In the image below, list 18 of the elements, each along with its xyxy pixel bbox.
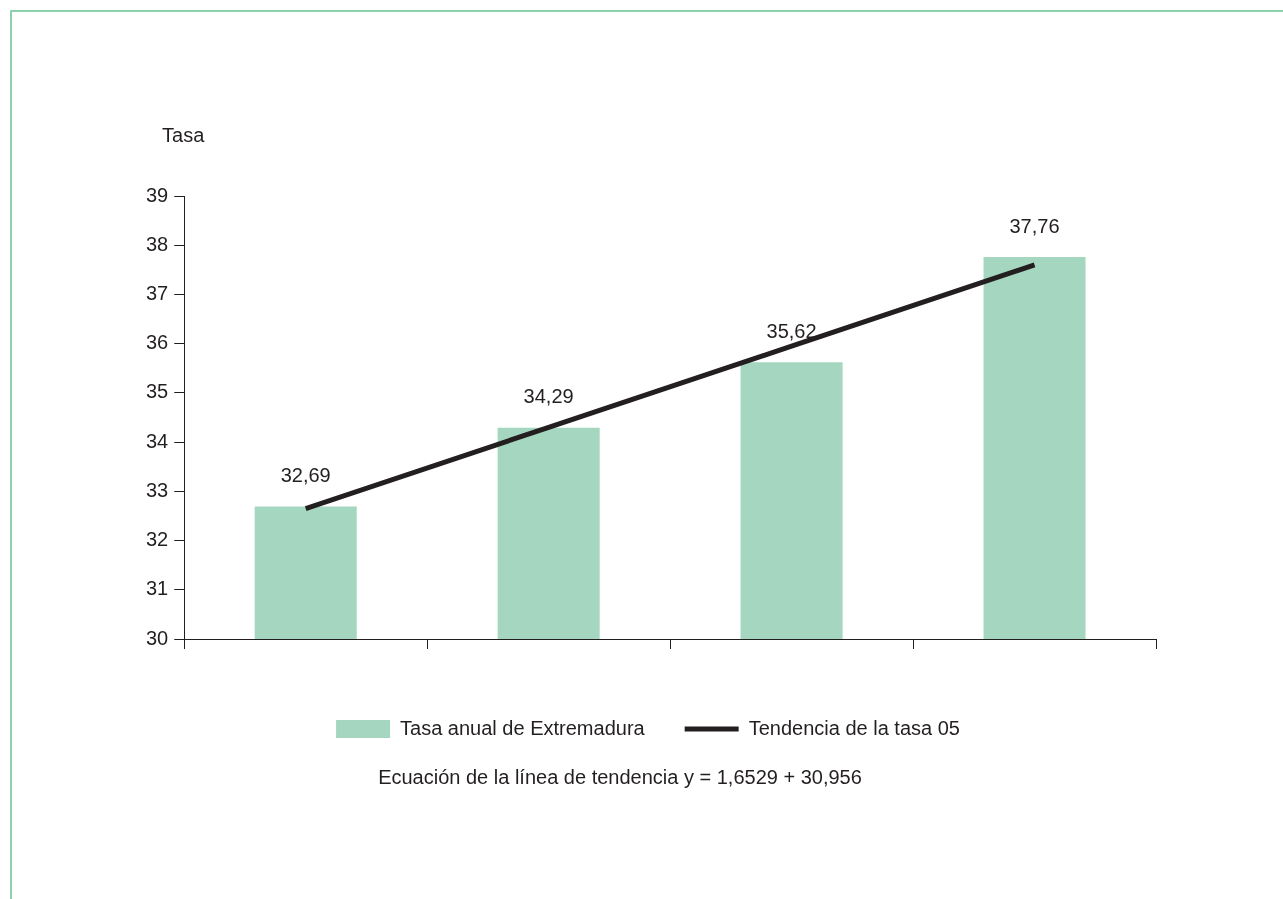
data-label: 35,62 [766,319,817,342]
y-tick-label: 38 [146,232,169,255]
y-tick-label: 35 [146,380,169,403]
y-axis-title: Tasa [162,123,206,146]
data-label: 34,29 [523,385,574,408]
y-tick-label: 31 [146,577,169,600]
y-tick-label: 32 [146,528,169,551]
legend-label: Tendencia de la tasa 05 [748,716,960,739]
legend-label: Tasa anual de Extremadura [400,716,646,739]
text: Ecuación de la línea de tendencia y = 1,6529 + 30,956 [377,766,863,789]
y-tick-label: 37 [146,281,169,304]
y-tick-label: 30 [146,626,169,649]
data-label: 37,76 [1009,214,1060,237]
data-label: 32,69 [280,464,331,487]
y-tick-label: 39 [146,183,169,206]
y-tick-label: 33 [146,478,169,501]
y-tick-label: 36 [146,331,169,354]
y-tick-label: 34 [146,429,169,452]
